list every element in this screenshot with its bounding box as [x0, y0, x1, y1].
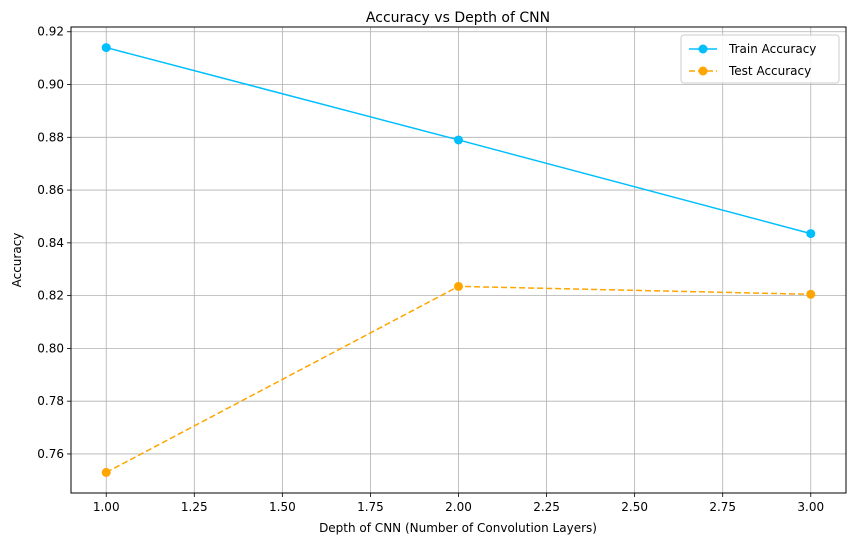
x-tick-label: 2.25 — [533, 500, 560, 514]
y-tick-label: 0.90 — [37, 78, 64, 92]
data-point — [454, 281, 463, 291]
ticks: 1.00 1.25 1.50 1.75 2.00 2.25 2.50 2.75 3.00 0.76… — [37, 25, 824, 514]
x-tick-label: 1.00 — [93, 500, 120, 514]
y-tick-label: 0.86 — [37, 183, 64, 197]
chart-title: Accuracy vs Depth of CNN — [366, 10, 550, 26]
x-tick-label: 3.00 — [797, 500, 824, 514]
y-tick-label: 0.76 — [37, 447, 64, 461]
legend-box — [680, 34, 840, 84]
y-tick-label: 0.84 — [37, 236, 64, 250]
y-axis-label: Accuracy — [10, 233, 24, 288]
x-tick-label: 2.75 — [709, 500, 736, 514]
legend: Train Accuracy Test Accuracy — [680, 34, 840, 84]
x-tick-label: 2.00 — [445, 500, 472, 514]
legend-marker — [698, 66, 708, 76]
legend-label: Train Accuracy — [728, 42, 816, 56]
y-tick-label: 0.78 — [37, 394, 64, 408]
y-tick-label: 0.82 — [37, 289, 64, 303]
data-point — [101, 467, 111, 477]
x-tick-label: 1.75 — [357, 500, 384, 514]
series-layer — [101, 43, 816, 477]
series-test-accuracy — [101, 281, 816, 477]
x-tick-label: 2.50 — [621, 500, 648, 514]
series-train-accuracy — [101, 43, 816, 239]
data-point — [806, 229, 816, 239]
legend-marker — [698, 44, 708, 54]
data-point — [806, 289, 816, 299]
x-axis-label: Depth of CNN (Number of Convolution Laye… — [319, 521, 597, 535]
data-point — [454, 135, 463, 145]
data-point — [101, 43, 111, 53]
y-tick-label: 0.92 — [37, 25, 64, 39]
legend-label: Test Accuracy — [728, 64, 811, 78]
x-tick-label: 1.25 — [181, 500, 208, 514]
grid — [71, 27, 846, 493]
y-tick-label: 0.88 — [37, 130, 64, 144]
y-tick-label: 0.80 — [37, 341, 64, 355]
x-tick-label: 1.50 — [269, 500, 296, 514]
